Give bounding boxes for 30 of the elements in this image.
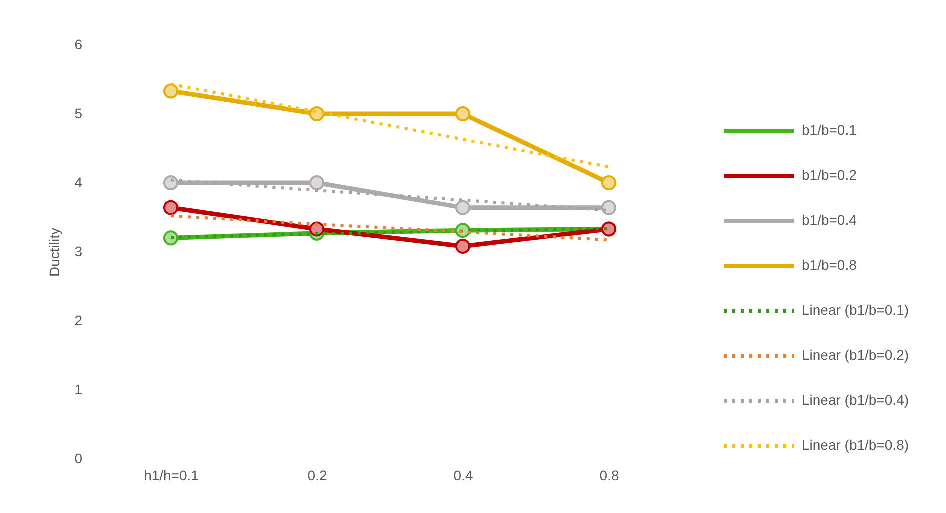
y-tick-label: 4 [74, 174, 83, 190]
point [163, 200, 179, 216]
point [601, 200, 617, 216]
point [601, 175, 617, 191]
x-tick-label: 0.8 [600, 468, 620, 484]
y-axis-title: Ductility [46, 228, 63, 278]
legend-label: b1/b=0.2 [802, 167, 858, 183]
point [455, 200, 471, 216]
legend-label: b1/b=0.4 [802, 212, 858, 228]
y-tick-label: 0 [74, 450, 83, 466]
y-tick-label: 1 [74, 382, 83, 398]
x-tick-label: 0.4 [454, 468, 474, 484]
legend-label: Linear (b1/b=0.8) [802, 437, 910, 453]
y-tick-label: 2 [74, 312, 83, 328]
x-tick-label: 0.2 [308, 468, 328, 484]
point [163, 230, 179, 246]
y-tick-label: 3 [74, 244, 83, 260]
x-tick-label: h1/h=0.1 [144, 468, 200, 484]
legend-label: b1/b=0.1 [802, 122, 858, 138]
point [455, 238, 471, 254]
y-tick-label: 5 [74, 106, 83, 122]
point [163, 84, 179, 99]
legend-label: Linear (b1/b=0.1) [802, 302, 910, 318]
legend-label: Linear (b1/b=0.4) [802, 392, 910, 408]
point [309, 175, 325, 191]
point [163, 175, 179, 191]
legend-label: Linear (b1/b=0.2) [802, 347, 910, 363]
y-tick-label: 6 [74, 36, 83, 52]
legend-label: b1/b=0.8 [802, 257, 858, 273]
point [455, 106, 471, 122]
